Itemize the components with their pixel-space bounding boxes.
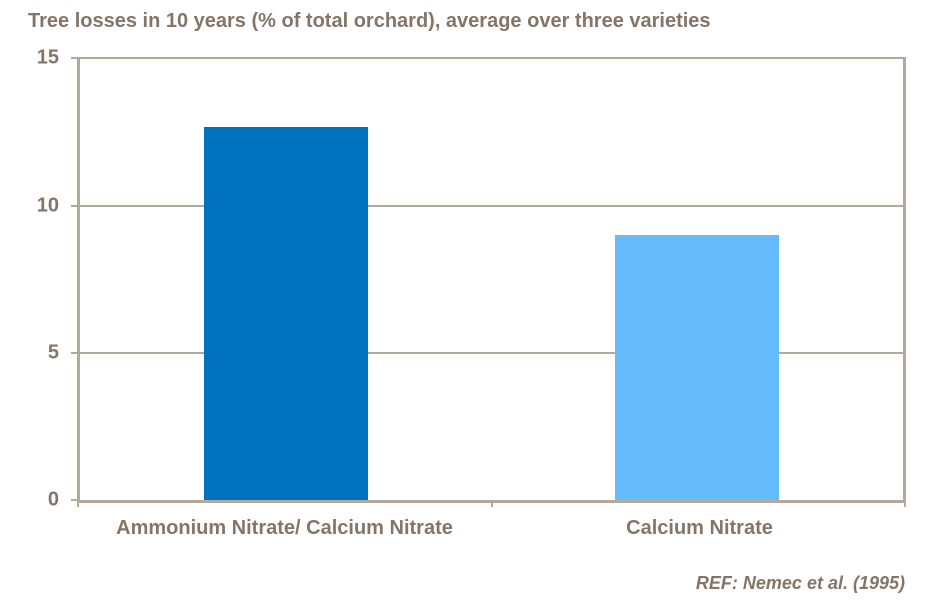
x-category-label: Ammonium Nitrate/ Calcium Nitrate	[116, 517, 453, 539]
y-tick-mark	[71, 352, 80, 354]
x-category-label: Calcium Nitrate	[626, 517, 773, 539]
chart-title: Tree losses in 10 years (% of total orch…	[28, 10, 711, 32]
y-tick-label: 10	[36, 194, 59, 217]
reference-note: REF: Nemec et al. (1995)	[695, 573, 905, 593]
y-tick-label: 5	[47, 341, 59, 364]
y-tick-label: 0	[47, 488, 59, 511]
plot-area: 15 10 5 0	[37, 47, 906, 511]
y-tick-mark	[71, 57, 80, 59]
bar-ammonium-nitrate-calcium-nitrate	[203, 126, 368, 500]
y-tick-label: 15	[36, 46, 59, 69]
gridline-5	[80, 352, 903, 354]
x-tick-mark	[490, 500, 493, 507]
x-tick-mark	[904, 500, 906, 507]
gridline-10	[80, 204, 903, 207]
bar-calcium-nitrate	[615, 235, 780, 500]
x-tick-mark	[77, 500, 79, 507]
y-tick-mark	[71, 499, 80, 501]
y-tick-mark	[71, 204, 80, 207]
